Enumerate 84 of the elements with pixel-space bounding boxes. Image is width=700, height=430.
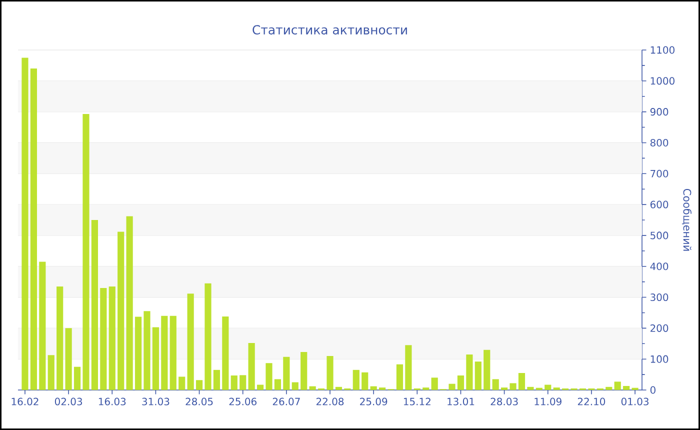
bar xyxy=(274,379,282,390)
bar xyxy=(74,366,81,390)
bar xyxy=(431,378,438,390)
y-tick-label: 100 xyxy=(650,355,668,363)
y-tick-label: 1100 xyxy=(650,46,674,54)
y-tick-label: 900 xyxy=(650,108,668,116)
x-tick-label: 31.03 xyxy=(142,398,170,406)
x-tick-label: 11.09 xyxy=(534,398,562,406)
bar xyxy=(170,316,176,390)
y-tick-label: 0 xyxy=(650,386,656,394)
bar xyxy=(118,232,124,390)
y-tick-label: 500 xyxy=(650,232,668,240)
bar xyxy=(484,350,490,390)
bar xyxy=(510,383,516,390)
x-tick-label: 16.03 xyxy=(98,398,126,406)
bar xyxy=(457,375,464,390)
bar xyxy=(614,382,621,390)
x-tick-label: 16.02 xyxy=(12,398,38,406)
bar xyxy=(196,380,203,390)
bar xyxy=(362,372,368,390)
bar xyxy=(22,58,28,390)
bar xyxy=(48,355,54,390)
x-tick-label: 22.08 xyxy=(316,398,344,406)
bar xyxy=(396,364,404,390)
bar xyxy=(56,286,64,390)
bar xyxy=(326,356,334,390)
bar xyxy=(309,386,316,390)
x-tick-label: 01.03 xyxy=(621,398,648,406)
bar xyxy=(335,386,342,390)
bar xyxy=(178,376,186,390)
bar xyxy=(82,114,90,390)
x-tick-label: 13.01 xyxy=(448,398,474,406)
x-tick-label: 02.03 xyxy=(54,398,82,406)
bar xyxy=(144,311,150,390)
bar xyxy=(606,386,612,390)
bar xyxy=(230,375,238,390)
bar xyxy=(300,352,308,390)
bar xyxy=(30,68,37,390)
y-tick-label: 700 xyxy=(650,170,668,178)
y-tick-label: 300 xyxy=(650,293,668,302)
bar xyxy=(91,220,98,390)
bar xyxy=(474,362,482,390)
y-axis-title: Сообщений xyxy=(682,188,692,251)
bar xyxy=(240,375,246,390)
bar xyxy=(518,373,526,390)
bar xyxy=(492,379,499,390)
bar xyxy=(405,345,412,390)
x-tick-label: 28.05 xyxy=(186,398,213,406)
bar xyxy=(108,286,116,390)
bar xyxy=(65,328,72,390)
bar xyxy=(126,216,133,390)
y-tick-label: 200 xyxy=(650,324,668,332)
bar xyxy=(544,384,552,390)
bar xyxy=(134,316,142,390)
x-tick-label: 15.12 xyxy=(404,398,430,406)
y-tick-label: 400 xyxy=(650,262,668,270)
bar xyxy=(623,386,630,390)
bar xyxy=(204,283,212,390)
bar xyxy=(161,316,168,390)
x-tick-label: 22.10 xyxy=(578,398,606,406)
bar xyxy=(187,294,194,390)
bar xyxy=(100,288,107,390)
bar xyxy=(448,384,456,390)
bar xyxy=(283,356,290,390)
x-tick-label: 25.09 xyxy=(360,398,388,406)
y-tick-label: 600 xyxy=(650,200,668,208)
bar xyxy=(466,354,473,390)
bar xyxy=(266,363,272,390)
y-tick-label: 800 xyxy=(650,138,668,146)
x-tick-label: 25.06 xyxy=(229,398,256,406)
bar xyxy=(39,262,46,390)
bar xyxy=(152,327,160,390)
bar xyxy=(222,316,229,390)
bar xyxy=(527,386,534,390)
x-tick-label: 28.03 xyxy=(490,398,518,406)
y-tick-label: 1000 xyxy=(650,77,674,85)
bar xyxy=(213,370,220,390)
chart-title: Статистика активности xyxy=(252,25,407,34)
bar xyxy=(292,382,298,390)
bar xyxy=(370,386,377,390)
x-tick-label: 26.07 xyxy=(272,398,300,406)
bar xyxy=(352,370,360,390)
bar xyxy=(256,384,264,390)
bar xyxy=(248,343,255,390)
